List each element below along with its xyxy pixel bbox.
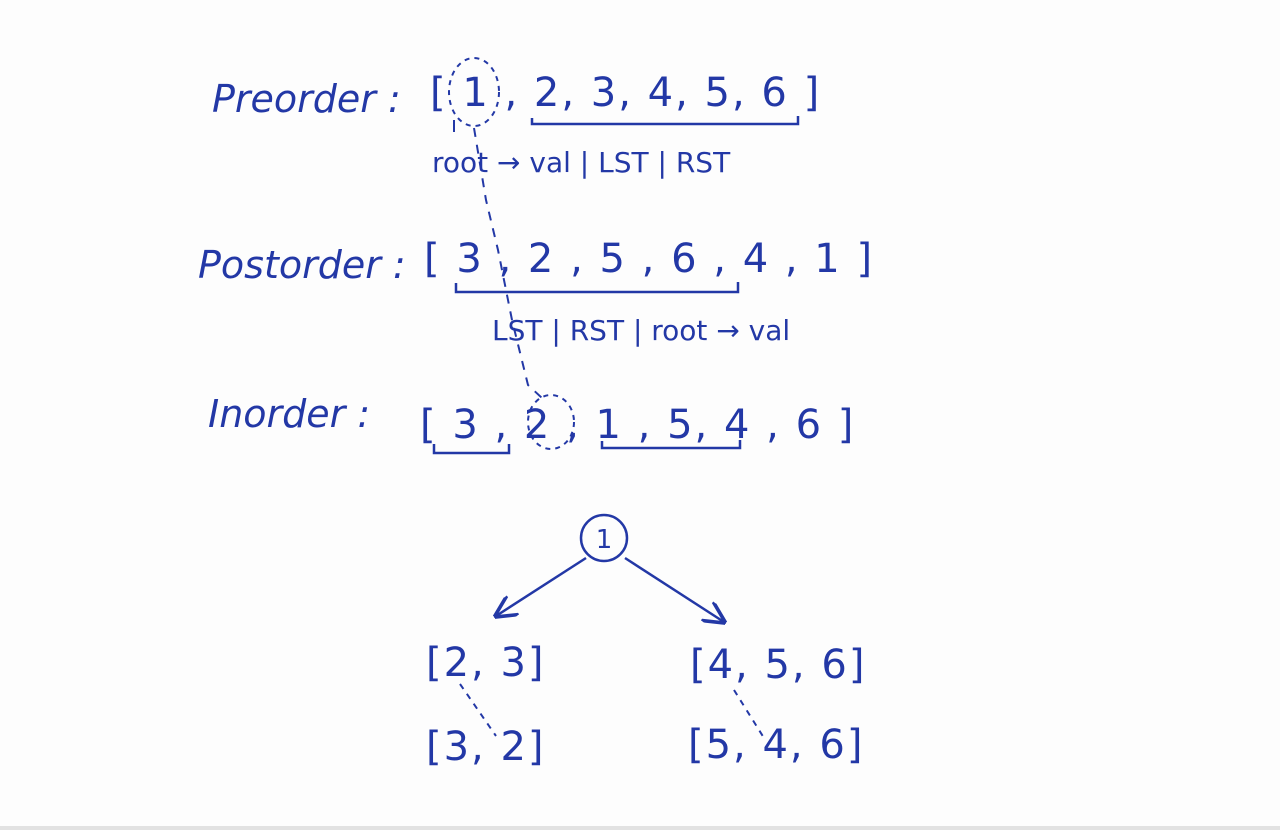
inorder-array: [ 3 , 2 , 1 , 5, 4 , 6 ] [420,402,855,448]
tree-right-edge [624,556,724,622]
tree-right-child: [5, 4, 6] [688,722,864,768]
postorder-label: Postorder : [198,243,406,287]
preorder-note: root → val | LST | RST [432,146,731,179]
tree-left-child: [3, 2] [426,724,546,770]
postorder-array: [ 3 , 2 , 5 , 6 , 4 , 1 ] [424,236,874,282]
tree-left-subtree: [2, 3] [426,640,546,686]
inorder-label: Inorder : [208,392,370,436]
preorder-subtree-bracket [530,116,800,126]
page-bottom-rule [0,826,1280,830]
left-swap-dash [459,683,497,737]
inorder-left-bracket [432,444,511,455]
preorder-root-circle [448,57,500,127]
root-connector-line [473,127,543,399]
tree-root-value: 1 [596,525,613,555]
right-swap-dash [733,689,765,739]
tree-root-node [579,513,629,563]
inorder-right-bracket [600,440,742,450]
preorder-label: Preorder : [212,77,401,121]
preorder-array: [ 1 , 2, 3, 4, 5, 6 ] [430,70,821,116]
tree-left-edge [496,556,587,616]
tree-right-subtree: [4, 5, 6] [690,642,866,688]
postorder-note: LST | RST | root → val [492,314,790,347]
postorder-subtree-bracket [454,282,740,294]
inorder-root-circle [527,394,575,450]
